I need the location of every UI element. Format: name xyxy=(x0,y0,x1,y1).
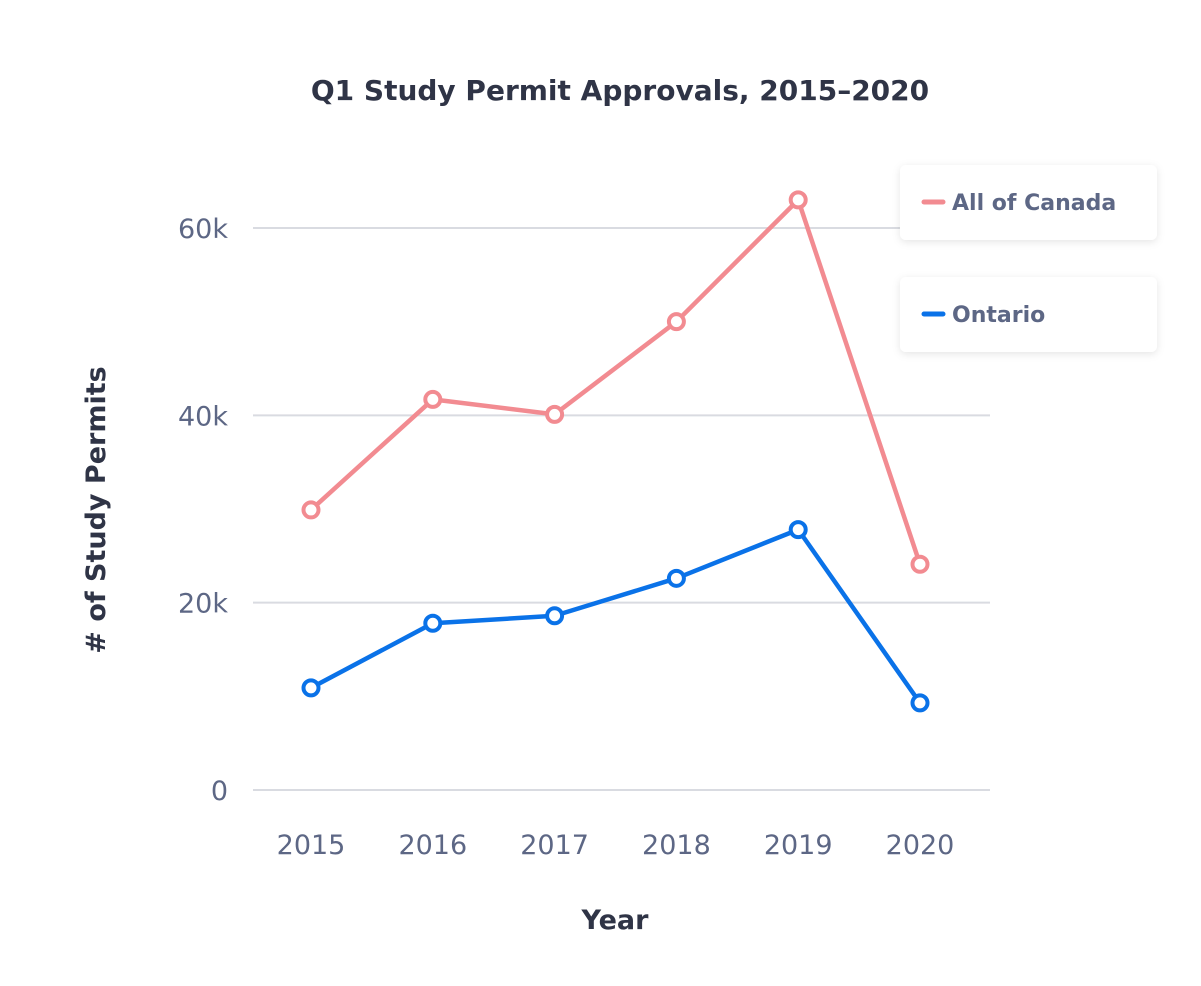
data-point[interactable] xyxy=(910,693,930,713)
data-point[interactable] xyxy=(788,520,808,540)
x-tick-label: 2017 xyxy=(520,830,589,861)
data-point[interactable] xyxy=(301,500,321,520)
series-ontario xyxy=(301,520,930,713)
y-axis-title: # of Study Permits xyxy=(81,366,112,653)
series-lines xyxy=(301,190,930,713)
series-all-of-canada xyxy=(301,190,930,574)
legend-item[interactable]: Ontario xyxy=(900,277,1157,352)
data-point[interactable] xyxy=(423,613,443,633)
y-tick-label: 20k xyxy=(178,589,228,620)
legend-label: All of Canada xyxy=(952,191,1116,216)
x-tick-label: 2016 xyxy=(398,830,467,861)
legend-item[interactable]: All of Canada xyxy=(900,165,1157,240)
data-point[interactable] xyxy=(423,389,443,409)
data-point[interactable] xyxy=(788,190,808,210)
data-point[interactable] xyxy=(301,678,321,698)
x-axis-ticks: 2015 2016 2017 2018 2019 2020 xyxy=(277,830,955,861)
x-axis-title: Year xyxy=(581,905,650,936)
x-tick-label: 2020 xyxy=(886,830,955,861)
y-tick-label: 60k xyxy=(178,214,228,245)
series-line xyxy=(309,197,923,565)
gridlines xyxy=(253,227,990,791)
y-tick-label: 0 xyxy=(211,776,228,807)
legend-label: Ontario xyxy=(952,303,1045,328)
chart-title: Q1 Study Permit Approvals, 2015–2020 xyxy=(311,74,929,107)
legend-box xyxy=(900,277,1157,352)
data-point[interactable] xyxy=(666,312,686,332)
data-point[interactable] xyxy=(666,568,686,588)
data-point[interactable] xyxy=(545,606,565,626)
x-tick-label: 2018 xyxy=(642,830,711,861)
y-tick-label: 40k xyxy=(178,401,228,432)
legend: All of Canada Ontario xyxy=(900,165,1157,352)
x-tick-label: 2015 xyxy=(277,830,346,861)
legend-box xyxy=(900,165,1157,240)
series-line xyxy=(309,527,922,705)
data-point[interactable] xyxy=(545,404,565,424)
y-axis-ticks: 0 20k 40k 60k xyxy=(178,214,228,807)
data-point[interactable] xyxy=(910,554,930,574)
x-tick-label: 2019 xyxy=(764,830,833,861)
